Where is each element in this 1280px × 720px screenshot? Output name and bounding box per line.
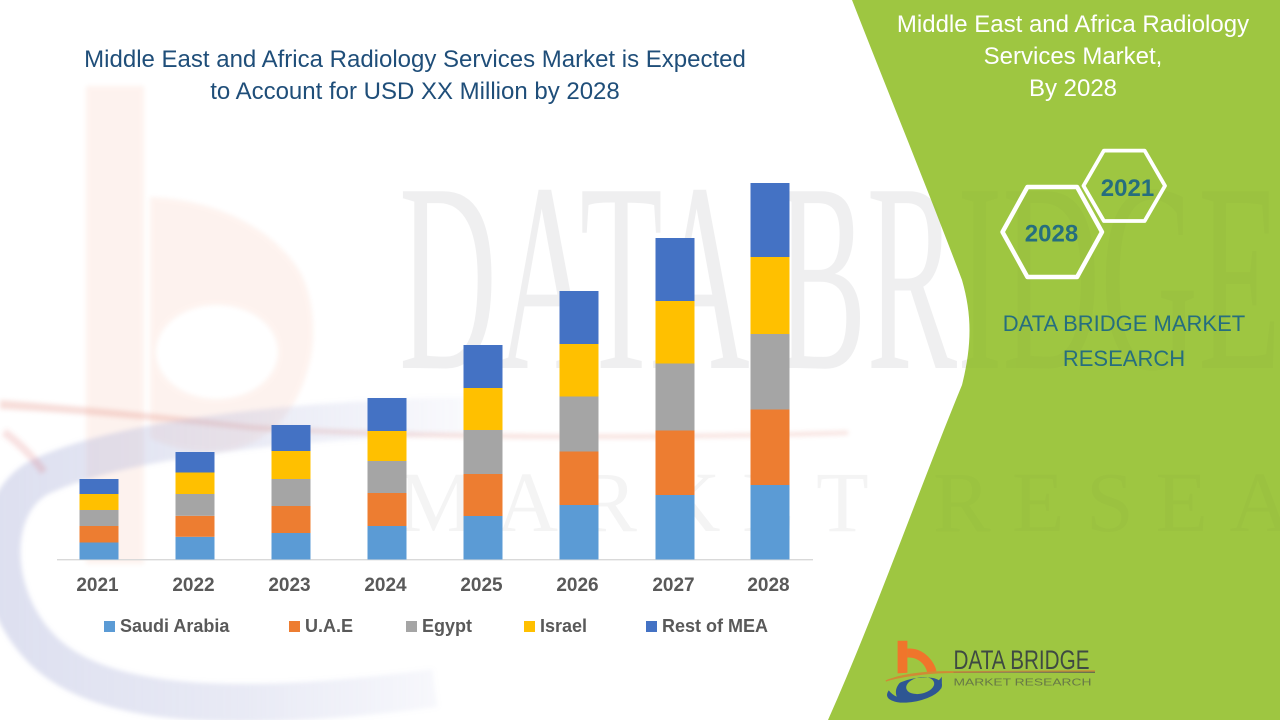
svg-text:2021: 2021 xyxy=(1101,175,1154,202)
svg-text:MARKET RESEARCH: MARKET RESEARCH xyxy=(954,678,1092,689)
svg-text:DATA BRIDGE: DATA BRIDGE xyxy=(954,645,1090,675)
svg-text:2028: 2028 xyxy=(1025,221,1078,248)
